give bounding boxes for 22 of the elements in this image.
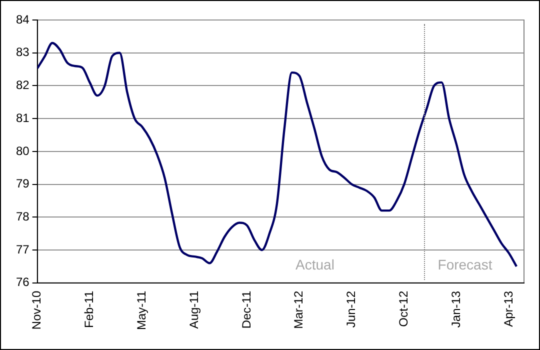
- y-tick-label: 81: [16, 110, 30, 125]
- y-tick-label: 82: [16, 78, 30, 92]
- y-tick-label: 80: [16, 144, 30, 158]
- y-tick-label: 84: [16, 12, 30, 26]
- x-tick-label: Oct-12: [396, 290, 411, 327]
- y-tick-label: 83: [16, 45, 30, 60]
- y-tick-label: 76: [16, 275, 30, 290]
- x-tick-label: Jan-13: [448, 290, 463, 328]
- x-tick-label: Dec-11: [239, 290, 254, 329]
- x-tick-label: Apr-13: [501, 290, 516, 327]
- x-tick-label: Aug-11: [186, 290, 201, 329]
- y-tick-label: 77: [16, 242, 30, 256]
- x-tick-label: Nov-10: [30, 290, 44, 330]
- x-tick-label: Mar-12: [292, 290, 306, 329]
- line-series: [37, 42, 518, 268]
- x-tick-label: May-11: [134, 290, 148, 330]
- annotation: Forecast: [438, 256, 492, 273]
- x-tick-label: Jun-12: [344, 290, 358, 328]
- annotation: Actual: [296, 256, 334, 273]
- y-tick-label: 79: [16, 176, 30, 191]
- y-tick-label: 78: [16, 209, 30, 224]
- x-tick-label: Feb-11: [82, 290, 96, 328]
